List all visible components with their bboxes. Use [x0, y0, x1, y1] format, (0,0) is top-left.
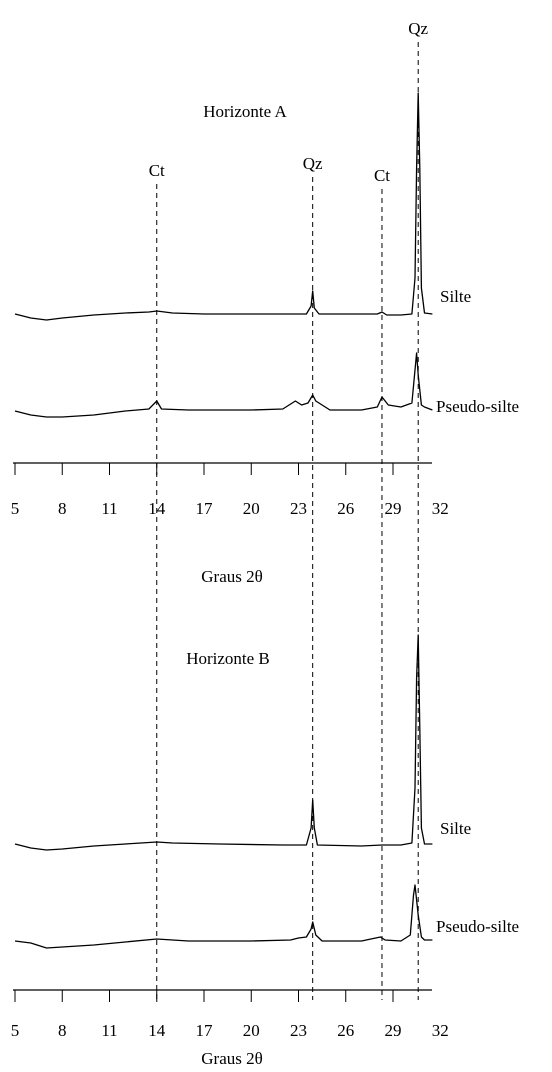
series-label: Pseudo-silte	[436, 397, 519, 416]
panel-title: Horizonte A	[203, 102, 287, 121]
panel-title: Horizonte B	[186, 649, 270, 668]
x-tick-label: 17	[196, 1021, 214, 1040]
x-tick-label: 32	[432, 499, 449, 518]
x-tick-label: 11	[101, 499, 117, 518]
series-label: Silte	[440, 819, 471, 838]
series-label: Pseudo-silte	[436, 917, 519, 936]
x-tick-label: 20	[243, 499, 260, 518]
x-tick-label: 29	[385, 499, 402, 518]
x-axis-label: Graus 2θ	[201, 567, 263, 586]
trace	[14, 352, 433, 418]
reference-label: Ct	[374, 166, 390, 185]
x-tick-label: 26	[337, 1021, 354, 1040]
x-tick-label: 26	[337, 499, 354, 518]
x-tick-label: 5	[11, 499, 20, 518]
x-tick-label: 11	[101, 1021, 117, 1040]
trace	[14, 634, 433, 851]
x-tick-label: 32	[432, 1021, 449, 1040]
reference-label: Qz	[408, 19, 428, 38]
series-label: Silte	[440, 287, 471, 306]
x-tick-label: 29	[385, 1021, 402, 1040]
reference-label: Ct	[149, 161, 165, 180]
x-tick-label: 23	[290, 1021, 307, 1040]
trace	[14, 884, 433, 949]
x-tick-label: 17	[196, 499, 214, 518]
x-tick-label: 8	[58, 1021, 67, 1040]
trace	[14, 92, 433, 321]
reference-label: Qz	[303, 154, 323, 173]
x-tick-label: 20	[243, 1021, 260, 1040]
x-axis-label: Graus 2θ	[201, 1049, 263, 1068]
x-tick-label: 8	[58, 499, 67, 518]
x-tick-label: 5	[11, 1021, 20, 1040]
x-tick-label: 14	[148, 1021, 166, 1040]
x-tick-label: 23	[290, 499, 307, 518]
